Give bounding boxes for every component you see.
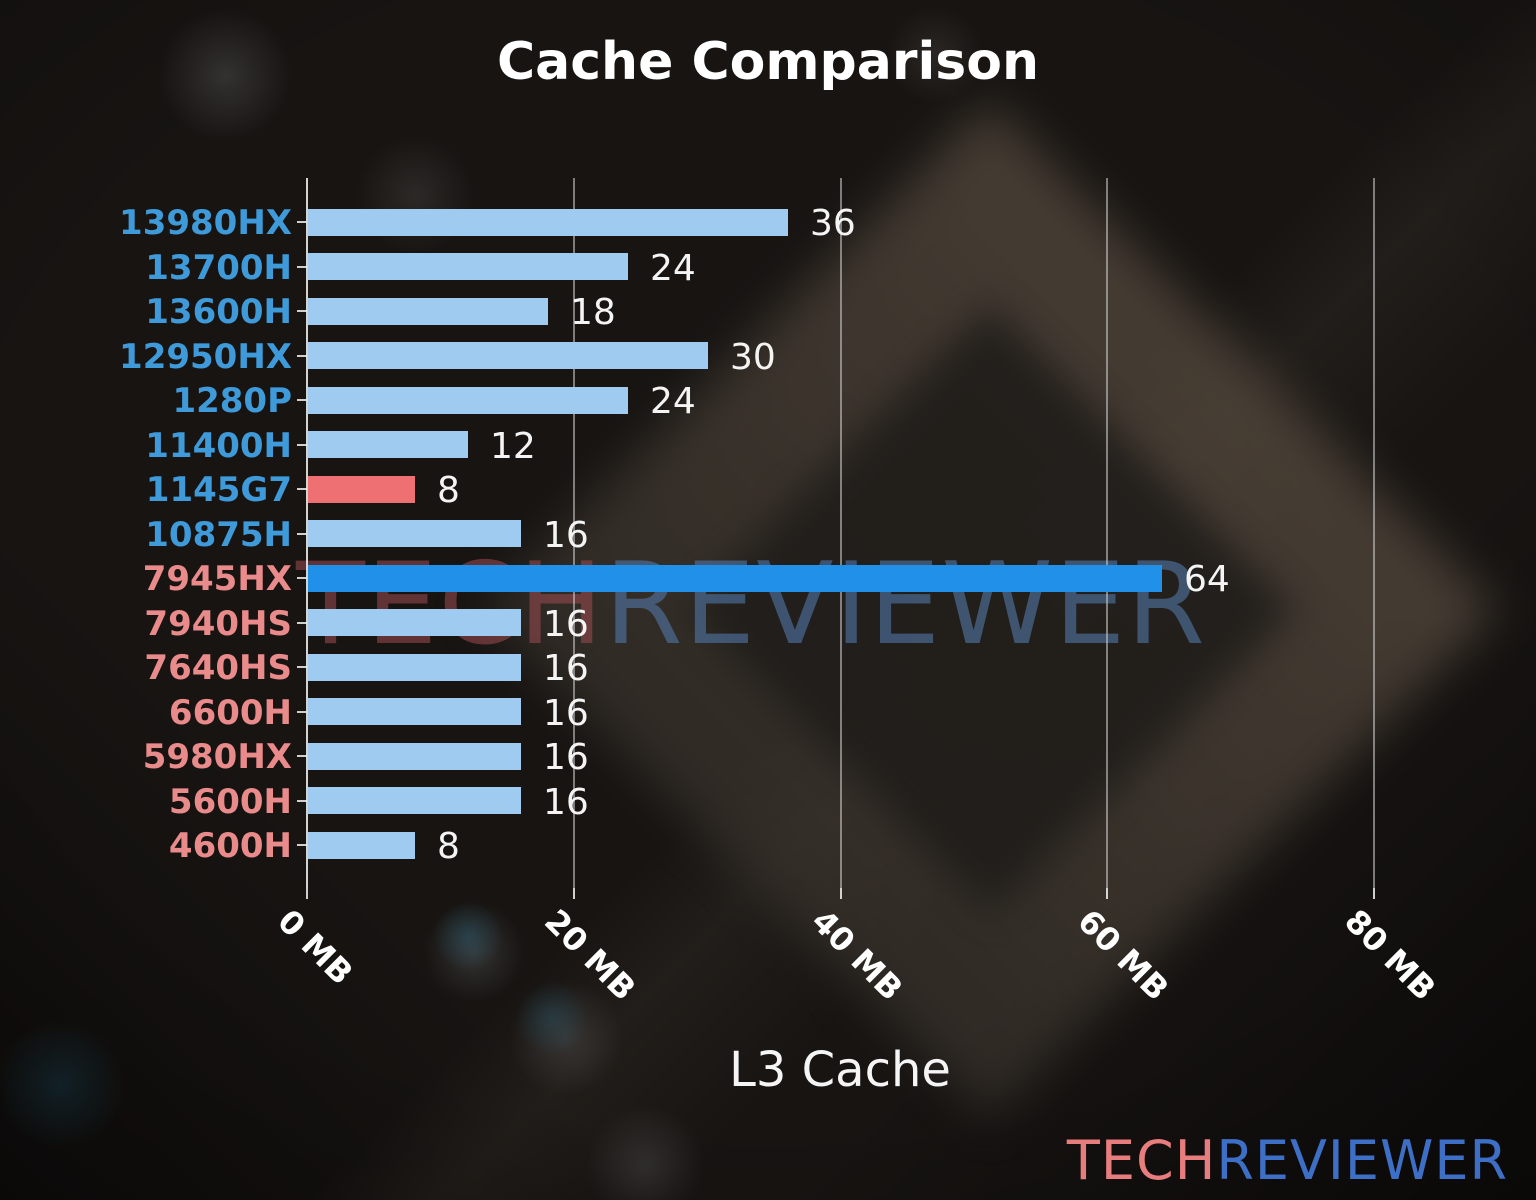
y-tick-11400H — [297, 443, 307, 446]
y-tick-4600H — [297, 844, 307, 846]
y-tick-6600H — [297, 710, 307, 713]
bar-13700H — [308, 253, 628, 280]
bar-10875H — [308, 520, 521, 547]
y-tick-7940HS — [297, 621, 307, 624]
category-label-1280P: 1280P — [172, 381, 292, 421]
value-label-6600H: 16 — [543, 692, 589, 734]
value-label-12950HX: 30 — [730, 336, 776, 378]
techreviewer-logo: TECHREVIEWER — [1067, 1134, 1508, 1188]
value-label-13600H: 18 — [570, 292, 616, 333]
value-label-1280P: 24 — [650, 381, 696, 422]
category-label-5980HX: 5980HX — [142, 737, 292, 777]
x-tick-40mb — [839, 888, 842, 899]
logo-reviewer-text: REVIEWER — [1216, 1129, 1508, 1192]
value-label-5600H: 16 — [543, 781, 589, 823]
category-label-12950HX: 12950HX — [119, 336, 292, 377]
category-label-11400H: 11400H — [145, 425, 292, 466]
category-label-7640HS: 7640HS — [144, 648, 292, 688]
logo-tech-text: TECH — [1066, 1129, 1217, 1192]
chart-title: Cache Comparison — [496, 32, 1039, 92]
y-tick-7640HS — [297, 666, 307, 668]
category-label-7940HS: 7940HS — [144, 603, 292, 644]
value-label-4600H: 8 — [437, 826, 460, 867]
value-label-7940HS: 16 — [543, 603, 589, 645]
y-tick-13700H — [297, 265, 307, 268]
bar-5600H — [308, 787, 521, 814]
bar-1280P — [308, 386, 628, 414]
value-label-5980HX: 16 — [543, 737, 589, 778]
value-label-1145G7: 8 — [437, 470, 460, 511]
bar-11400H — [308, 431, 468, 458]
y-tick-5600H — [297, 799, 307, 802]
y-tick-13980HX — [297, 221, 307, 223]
value-label-13980HX: 36 — [810, 203, 856, 244]
value-label-10875H: 16 — [543, 514, 589, 556]
category-label-5600H: 5600H — [168, 781, 292, 822]
value-label-7945HX: 64 — [1184, 559, 1230, 600]
category-label-1145G7: 1145G7 — [145, 470, 292, 510]
value-label-11400H: 12 — [490, 425, 536, 467]
x-tick-0mb — [306, 888, 308, 899]
bar-4600H — [308, 831, 415, 859]
y-tick-10875H — [297, 532, 307, 535]
y-tick-13600H — [297, 310, 307, 312]
category-label-13980HX: 13980HX — [119, 203, 292, 243]
y-tick-12950HX — [297, 354, 307, 357]
category-label-4600H: 4600H — [168, 826, 292, 866]
bar-1145G7 — [308, 475, 415, 503]
x-axis-title: L3 Cache — [729, 1042, 951, 1098]
y-tick-5980HX — [297, 755, 307, 757]
gridline-20mb — [572, 178, 575, 888]
bar-7940HS — [308, 609, 521, 636]
bar-7945HX — [308, 564, 1162, 592]
y-axis-spine — [306, 178, 308, 888]
bar-6600H — [308, 698, 521, 725]
gridline-80mb — [1373, 178, 1375, 888]
bar-5980HX — [308, 742, 521, 770]
bar-7640HS — [308, 653, 521, 681]
x-tick-20mb — [572, 888, 575, 899]
x-tick-60mb — [1106, 888, 1109, 899]
watermark-reviewer-text: REVIEWER — [604, 538, 1206, 670]
y-tick-1145G7 — [297, 488, 307, 490]
value-label-7640HS: 16 — [543, 648, 589, 689]
bar-12950HX — [308, 342, 708, 369]
category-label-7945HX: 7945HX — [142, 559, 292, 599]
y-tick-7945HX — [297, 577, 307, 579]
category-label-13600H: 13600H — [145, 292, 292, 332]
category-label-10875H: 10875H — [145, 514, 292, 555]
y-tick-1280P — [297, 399, 307, 401]
gridline-60mb — [1106, 178, 1109, 888]
value-label-13700H: 24 — [650, 247, 696, 289]
category-label-6600H: 6600H — [168, 692, 292, 733]
bar-13600H — [308, 297, 548, 325]
gridline-40mb — [839, 178, 842, 888]
category-label-13700H: 13700H — [145, 247, 292, 288]
x-tick-80mb — [1373, 888, 1375, 899]
bar-13980HX — [308, 208, 788, 236]
